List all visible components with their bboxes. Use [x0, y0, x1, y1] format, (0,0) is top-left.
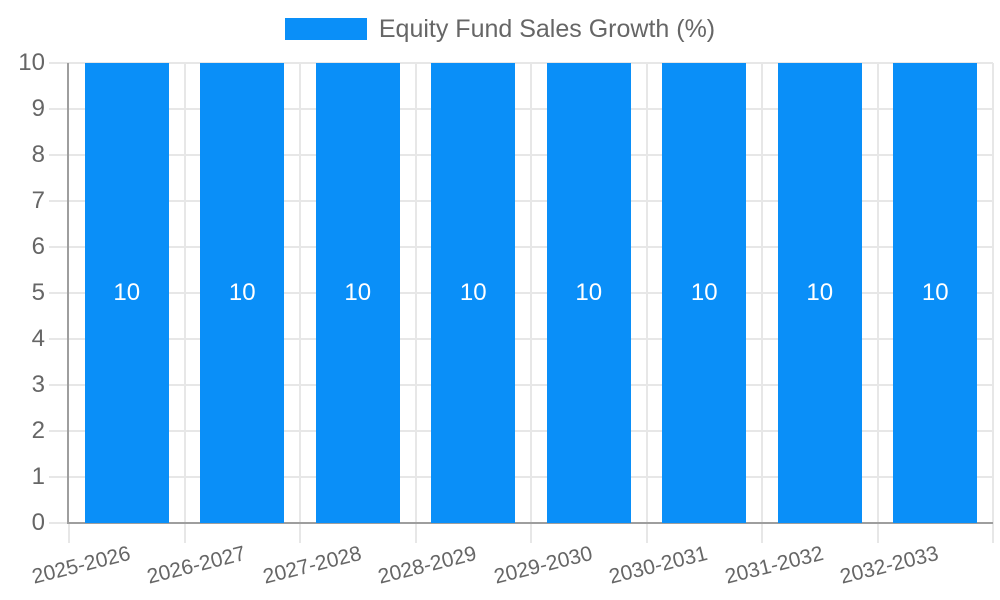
y-axis-tick-label: 2: [31, 417, 45, 444]
bar-value-label: 10: [344, 279, 372, 306]
x-axis-tick: [414, 523, 417, 543]
bar[interactable]: [662, 63, 747, 523]
bar[interactable]: [315, 63, 400, 523]
x-axis-tick: [530, 523, 532, 543]
y-axis-tick-label: 4: [31, 325, 45, 352]
y-axis-tick-label: 7: [31, 187, 45, 214]
y-axis-tick-label: 10: [18, 49, 45, 76]
chart-legend: Equity Fund Sales Growth (%): [0, 16, 1000, 42]
x-axis-tick: [183, 523, 186, 543]
gridline-vertical: [645, 63, 648, 523]
y-axis-tick-label: 6: [31, 233, 45, 260]
y-axis-tick: [49, 154, 69, 156]
x-axis-tick-label: 2031-2032: [722, 541, 826, 589]
bar-value-label: 10: [806, 279, 834, 306]
y-axis-tick: [49, 246, 69, 248]
y-axis-tick: [49, 338, 69, 340]
bar-value-label: 10: [113, 279, 141, 306]
bar-value-label: 10: [575, 279, 603, 306]
gridline-vertical: [183, 63, 186, 523]
x-axis-tick: [299, 523, 301, 543]
x-axis-line: [67, 522, 993, 524]
legend-label: Equity Fund Sales Growth (%): [378, 15, 716, 43]
bar-value-label: 10: [690, 279, 718, 306]
bar[interactable]: [546, 63, 631, 523]
y-axis-line: [67, 63, 69, 523]
x-axis-tick-label: 2030-2031: [607, 541, 711, 589]
bar[interactable]: [777, 63, 862, 523]
y-axis-tick-label: 3: [31, 371, 45, 398]
x-axis-tick-label: 2025-2026: [29, 541, 133, 589]
gridline-vertical: [761, 63, 763, 523]
legend-item-equity-fund[interactable]: Equity Fund Sales Growth (%): [284, 15, 716, 43]
gridline-vertical: [992, 63, 994, 523]
y-axis-tick: [49, 384, 69, 386]
y-axis-tick: [49, 476, 69, 478]
y-axis-tick: [49, 292, 69, 294]
y-axis-tick-label: 9: [31, 95, 45, 122]
gridline-vertical: [876, 63, 879, 523]
gridline-vertical: [299, 63, 301, 523]
x-axis-tick-label: 2028-2029: [376, 541, 480, 589]
bar-value-label: 10: [921, 279, 949, 306]
y-axis-tick: [49, 108, 69, 110]
x-axis-tick: [645, 523, 648, 543]
bar[interactable]: [431, 63, 516, 523]
x-axis-tick: [876, 523, 879, 543]
x-axis-tick: [992, 523, 994, 543]
legend-swatch: [284, 18, 367, 40]
bar-value-label: 10: [459, 279, 487, 306]
y-axis-tick-label: 1: [31, 463, 45, 490]
x-axis-tick-label: 2026-2027: [145, 541, 249, 589]
gridline-vertical: [530, 63, 532, 523]
y-axis-tick: [49, 62, 69, 64]
bar[interactable]: [84, 63, 169, 523]
y-axis-tick: [49, 430, 69, 432]
y-axis-tick-label: 0: [31, 509, 45, 536]
y-axis-tick-label: 5: [31, 279, 45, 306]
bar[interactable]: [200, 63, 285, 523]
y-axis-tick: [49, 522, 69, 524]
x-axis-tick-label: 2032-2033: [838, 541, 942, 589]
bar[interactable]: [893, 63, 978, 523]
x-axis-tick: [68, 523, 70, 543]
x-axis-tick-label: 2027-2028: [260, 541, 364, 589]
y-axis-tick: [49, 200, 69, 202]
y-axis-tick-label: 8: [31, 141, 45, 168]
bar-value-label: 10: [228, 279, 256, 306]
gridline-vertical: [414, 63, 417, 523]
x-axis-tick-label: 2029-2030: [491, 541, 595, 589]
x-axis-tick: [761, 523, 763, 543]
